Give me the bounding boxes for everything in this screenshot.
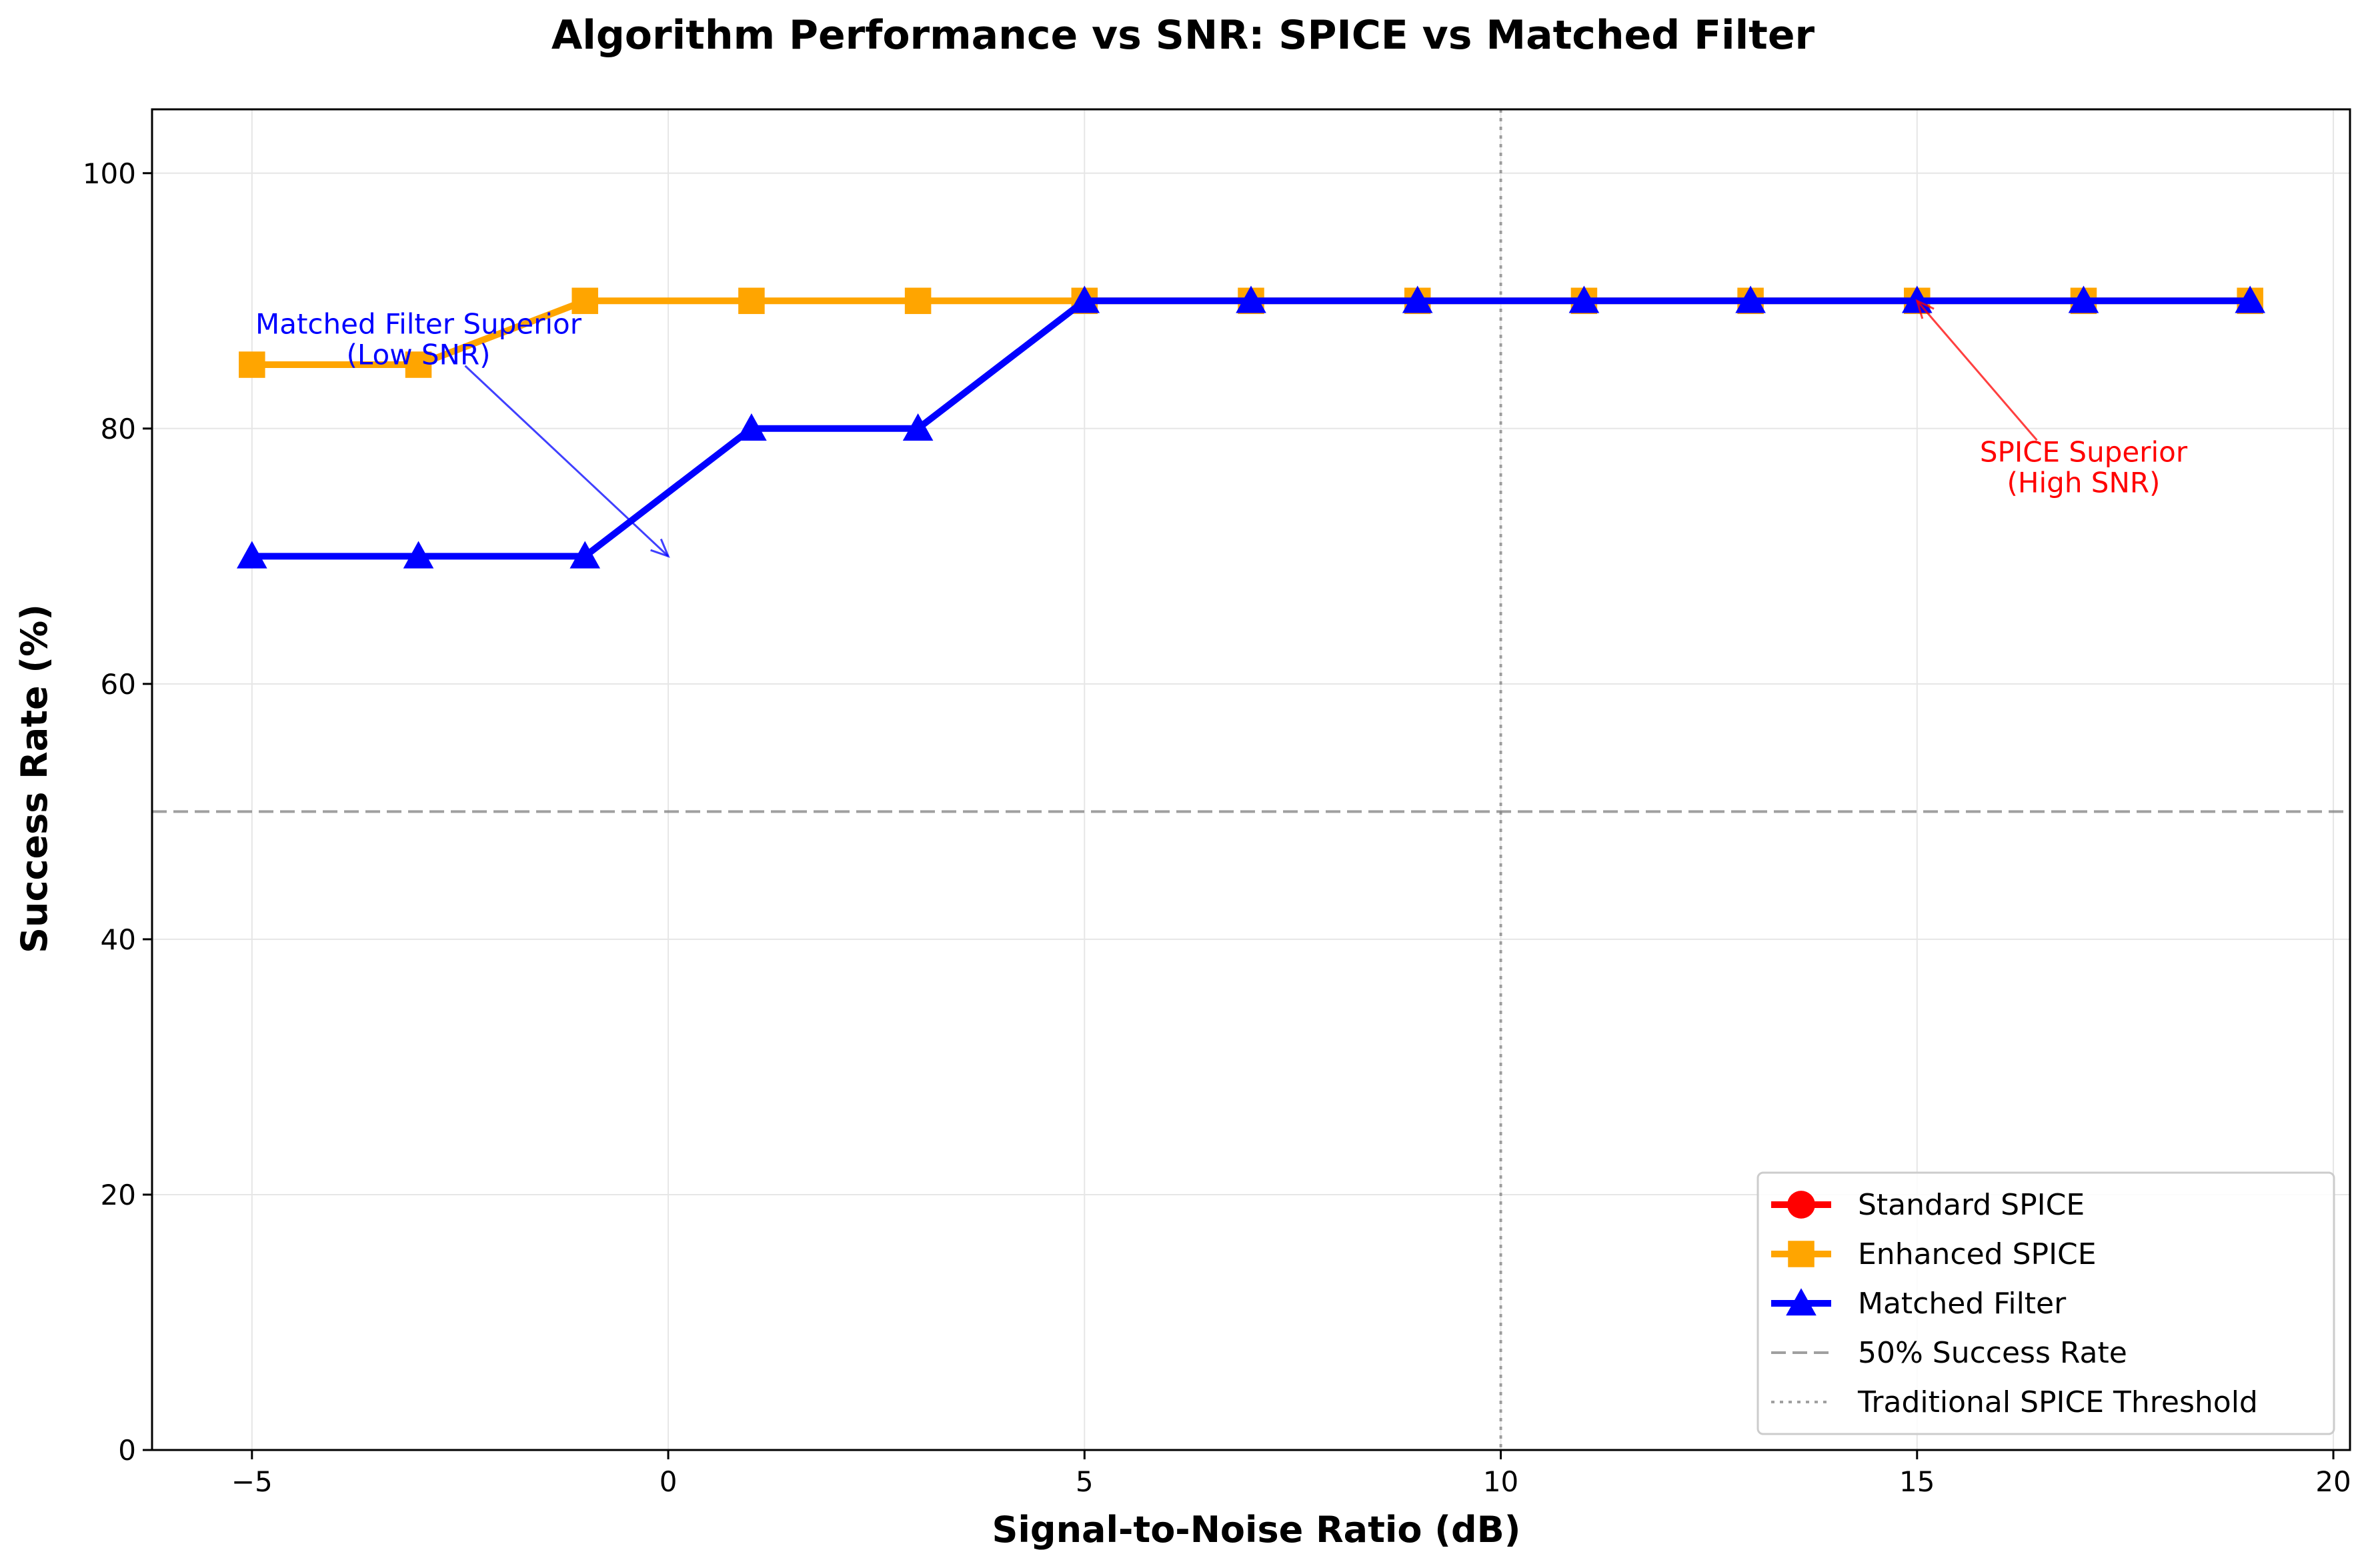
data-point	[239, 351, 265, 378]
data-point	[1901, 285, 1933, 313]
legend-label: Matched Filter	[1858, 1287, 2067, 1321]
legend-item: Matched Filter	[1771, 1287, 2067, 1321]
x-tick-label: 0	[660, 1465, 678, 1498]
y-tick-label: 0	[118, 1434, 136, 1467]
legend-marker	[1788, 1241, 1815, 1267]
legend-item: Traditional SPICE Threshold	[1771, 1385, 2258, 1419]
data-point	[571, 287, 598, 315]
axis-ticks: −5 0 5 10 15 20 0 20 40 60 80 100	[83, 157, 2351, 1498]
legend-item: Standard SPICE	[1771, 1188, 2085, 1222]
legend-label: Traditional SPICE Threshold	[1857, 1385, 2258, 1419]
annotation-text: Matched Filter Superior	[255, 308, 582, 341]
annotation-text: (Low SNR)	[346, 339, 490, 371]
data-point	[403, 541, 434, 569]
data-point	[902, 413, 934, 441]
legend: Standard SPICE Enhanced SPICE Matched Filt…	[1756, 1171, 2335, 1435]
chart-title: Algorithm Performance vs SNR: SPICE vs M…	[551, 12, 1815, 59]
plot-area-frame	[151, 108, 2351, 1451]
data-point	[1236, 285, 1266, 313]
annotation-arrowhead	[650, 538, 670, 558]
y-axis-label: Success Rate (%)	[13, 604, 55, 953]
legend-box	[1756, 1171, 2335, 1435]
x-axis-label: Signal-to-Noise Ratio (dB)	[992, 1509, 1521, 1551]
legend-marker	[1787, 1191, 1815, 1219]
y-tick-label: 60	[101, 668, 136, 701]
data-point	[738, 287, 765, 315]
data-point	[1735, 285, 1766, 313]
legend-label: 50% Success Rate	[1858, 1336, 2127, 1370]
annotations: Matched Filter Superior(Low SNR) SPICE Su…	[255, 299, 2188, 558]
annotation-text: (High SNR)	[2007, 466, 2161, 499]
data-point	[2235, 285, 2265, 313]
annotation-text: SPICE Superior	[1980, 435, 2188, 468]
legend-item: Enhanced SPICE	[1771, 1237, 2097, 1271]
data-point	[1069, 285, 1100, 313]
annotation: Matched Filter Superior(Low SNR)	[255, 308, 670, 558]
x-tick-label: 10	[1483, 1465, 1518, 1498]
data-point	[904, 287, 932, 315]
x-tick-label: −5	[231, 1465, 273, 1498]
x-tick-label: 15	[1899, 1465, 1935, 1498]
annotation-arrowhead	[1915, 299, 1935, 319]
x-tick-label: 5	[1076, 1465, 1094, 1498]
x-tick-label: 20	[2315, 1465, 2351, 1498]
annotation-arrow	[1916, 300, 2038, 441]
data-point	[237, 541, 267, 569]
data-point	[569, 541, 601, 569]
data-point	[2068, 285, 2099, 313]
legend-label: Standard SPICE	[1858, 1188, 2085, 1222]
data-point	[736, 413, 767, 441]
y-tick-label: 20	[101, 1179, 136, 1211]
reference-lines	[152, 109, 2350, 1450]
y-tick-label: 40	[101, 923, 136, 956]
y-tick-label: 100	[83, 157, 136, 190]
legend-marker	[1786, 1288, 1817, 1316]
data-point	[405, 351, 432, 378]
annotation: SPICE Superior(High SNR)	[1915, 299, 2188, 499]
data-point	[1568, 285, 1600, 313]
legend-item: 50% Success Rate	[1771, 1336, 2127, 1370]
data-point	[1402, 285, 1433, 313]
y-tick-label: 80	[101, 413, 136, 445]
legend-label: Enhanced SPICE	[1858, 1237, 2097, 1271]
annotation-arrow	[464, 365, 670, 557]
